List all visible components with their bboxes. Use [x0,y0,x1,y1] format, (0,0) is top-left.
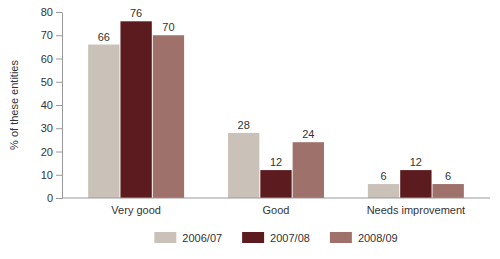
data-label: 6 [445,170,451,182]
y-tick-label: 80 [41,6,53,18]
y-tick: 10 [41,169,62,181]
legend-label: 2007/08 [270,232,310,244]
data-label: 28 [238,119,250,131]
legend-item: 2007/08 [242,232,310,244]
y-tick-mark [56,105,62,106]
data-label: 24 [302,128,314,140]
data-label: 6 [380,170,386,182]
chart: 662867612127024601020304050607080Very go… [0,0,500,259]
legend-swatch [242,232,264,243]
legend-item: 2006/07 [154,232,222,244]
legend-label: 2006/07 [182,232,222,244]
data-label: 76 [130,7,142,19]
y-tick-mark [56,82,62,83]
y-tick-mark [56,152,62,153]
x-axis-line [62,198,490,199]
legend-swatch [330,232,352,243]
y-tick: 70 [41,29,62,41]
y-tick-mark [56,12,62,13]
legend-item: 2008/09 [330,232,398,244]
y-tick: 20 [41,146,62,158]
x-tick-label: Good [263,204,290,216]
x-tick-label: Needs improvement [367,204,465,216]
x-tick-label: Very good [111,204,161,216]
y-tick-mark [56,175,62,176]
y-axis-title: % of these entities [8,60,20,150]
y-tick-mark [56,198,62,199]
x-tick: Good [263,198,290,216]
data-labels: 66 28 6 76 12 12 70 24 6 [98,7,452,182]
bar [433,184,464,198]
y-tick: 50 [41,76,62,88]
y-tick-mark [56,128,62,129]
legend-swatch [154,232,176,243]
legend-label: 2008/09 [358,232,398,244]
bars [88,21,464,198]
bar [153,35,184,198]
bar [368,184,399,198]
bar [400,170,431,198]
plot: 662867612127024601020304050607080Very go… [41,6,490,216]
y-axis-line [62,13,63,199]
y-tick: 40 [41,99,62,111]
y-axis: 0 10 20 30 40 50 60 70 80 [41,6,63,204]
y-tick-mark [56,35,62,36]
bar [120,21,151,198]
legend: 2006/07 2007/08 2008/09 [154,232,397,244]
bar [293,142,324,198]
y-tick-label: 50 [41,76,53,88]
y-tick-label: 0 [47,192,53,204]
y-tick: 80 [41,6,62,18]
y-tick-label: 60 [41,53,53,65]
data-label: 12 [270,156,282,168]
y-tick-label: 40 [41,99,53,111]
y-tick: 0 [47,192,62,204]
x-tick: Very good [111,198,161,216]
bar [88,45,119,198]
x-axis: Very good Good Needs improvement [62,198,490,216]
y-tick: 30 [41,122,62,134]
y-tick: 60 [41,53,62,65]
bar [260,170,291,198]
data-label: 66 [98,31,110,43]
data-label: 12 [410,156,422,168]
y-tick-mark [56,59,62,60]
bar [228,133,259,198]
y-tick-label: 20 [41,146,53,158]
y-tick-label: 30 [41,122,53,134]
y-tick-label: 10 [41,169,53,181]
y-tick-label: 70 [41,29,53,41]
x-tick: Needs improvement [367,198,465,216]
data-label: 70 [162,21,174,33]
